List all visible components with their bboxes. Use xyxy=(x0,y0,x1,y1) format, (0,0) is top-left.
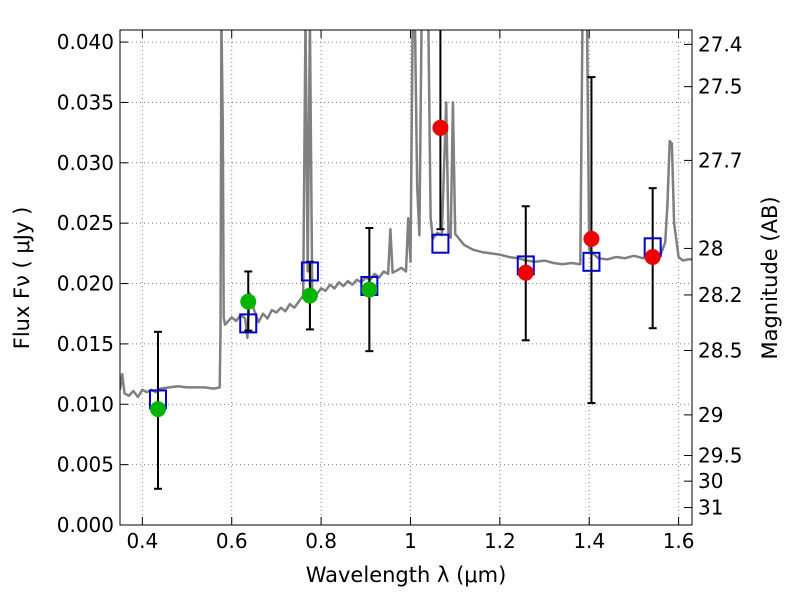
y-axis-ticks: 0.000 0.005 0.010 0.015 0.020 0.025 0.030 0.035… xyxy=(57,30,128,537)
magnitude-axis-ticks: 27.4 27.5 27.7 28 28.2 28.5 29 29.530 31 xyxy=(684,32,743,520)
x-tick-label: 1.6 xyxy=(663,529,695,553)
model-box-marker xyxy=(300,261,319,282)
y-tick-label: 0.015 xyxy=(57,332,114,356)
plot-frame xyxy=(119,29,693,526)
y-tick-label: 0.025 xyxy=(57,211,114,235)
x-axis-label: Wavelength λ (μm) xyxy=(306,563,507,587)
spectrum-layer xyxy=(120,30,692,399)
x-tick-label: 1 xyxy=(404,529,417,553)
green-data-point xyxy=(240,293,257,310)
grid-lines xyxy=(120,30,692,526)
x-tick-label: 0.6 xyxy=(216,529,248,553)
y-tick-label: 0.030 xyxy=(57,151,114,175)
magnitude-tick-label: 31 xyxy=(698,496,723,520)
model-box-marker xyxy=(239,313,258,334)
model-box-marker xyxy=(582,251,601,272)
green-data-point xyxy=(301,287,318,304)
magnitude-tick-label: 29.5 xyxy=(698,444,743,468)
magnitude-tick-label: 28.5 xyxy=(698,338,743,362)
model-box-marker xyxy=(431,233,450,254)
magnitude-tick-label: 28 xyxy=(698,236,723,260)
x-axis-ticks: 0.4 0.6 0.8 1 1.2 1.4 1.6 xyxy=(126,30,695,553)
y-tick-label: 0.010 xyxy=(57,392,114,416)
y-tick-label: 0.000 xyxy=(57,513,114,537)
red-data-point xyxy=(517,264,534,281)
point-layer xyxy=(149,119,661,418)
x-tick-label: 0.4 xyxy=(126,529,158,553)
magnitude-axis-label: Magnitude (AB) xyxy=(758,196,782,359)
y-axis-label: Flux Fν ( μJy ) xyxy=(10,207,34,350)
y-tick-label: 0.005 xyxy=(57,453,114,477)
magnitude-tick-label: 29 xyxy=(698,403,723,427)
x-tick-label: 1.2 xyxy=(484,529,516,553)
red-data-point xyxy=(644,248,661,265)
y-tick-label: 0.020 xyxy=(57,272,114,296)
green-data-point xyxy=(361,281,378,298)
spectrum-line xyxy=(120,30,692,399)
y-tick-label: 0.035 xyxy=(57,90,114,114)
magnitude-tick-label: 28.2 xyxy=(698,283,743,307)
red-data-point xyxy=(432,119,449,136)
magnitude-tick-label: 27.7 xyxy=(698,148,743,172)
y-tick-label: 0.040 xyxy=(57,30,114,54)
x-tick-label: 0.8 xyxy=(305,529,337,553)
magnitude-tick-label: 30 xyxy=(698,469,723,493)
red-data-point xyxy=(583,230,600,247)
x-tick-label: 1.4 xyxy=(573,529,605,553)
magnitude-tick-label: 27.4 xyxy=(698,32,743,56)
magnitude-tick-label: 27.5 xyxy=(698,75,743,99)
green-data-point xyxy=(149,401,166,418)
